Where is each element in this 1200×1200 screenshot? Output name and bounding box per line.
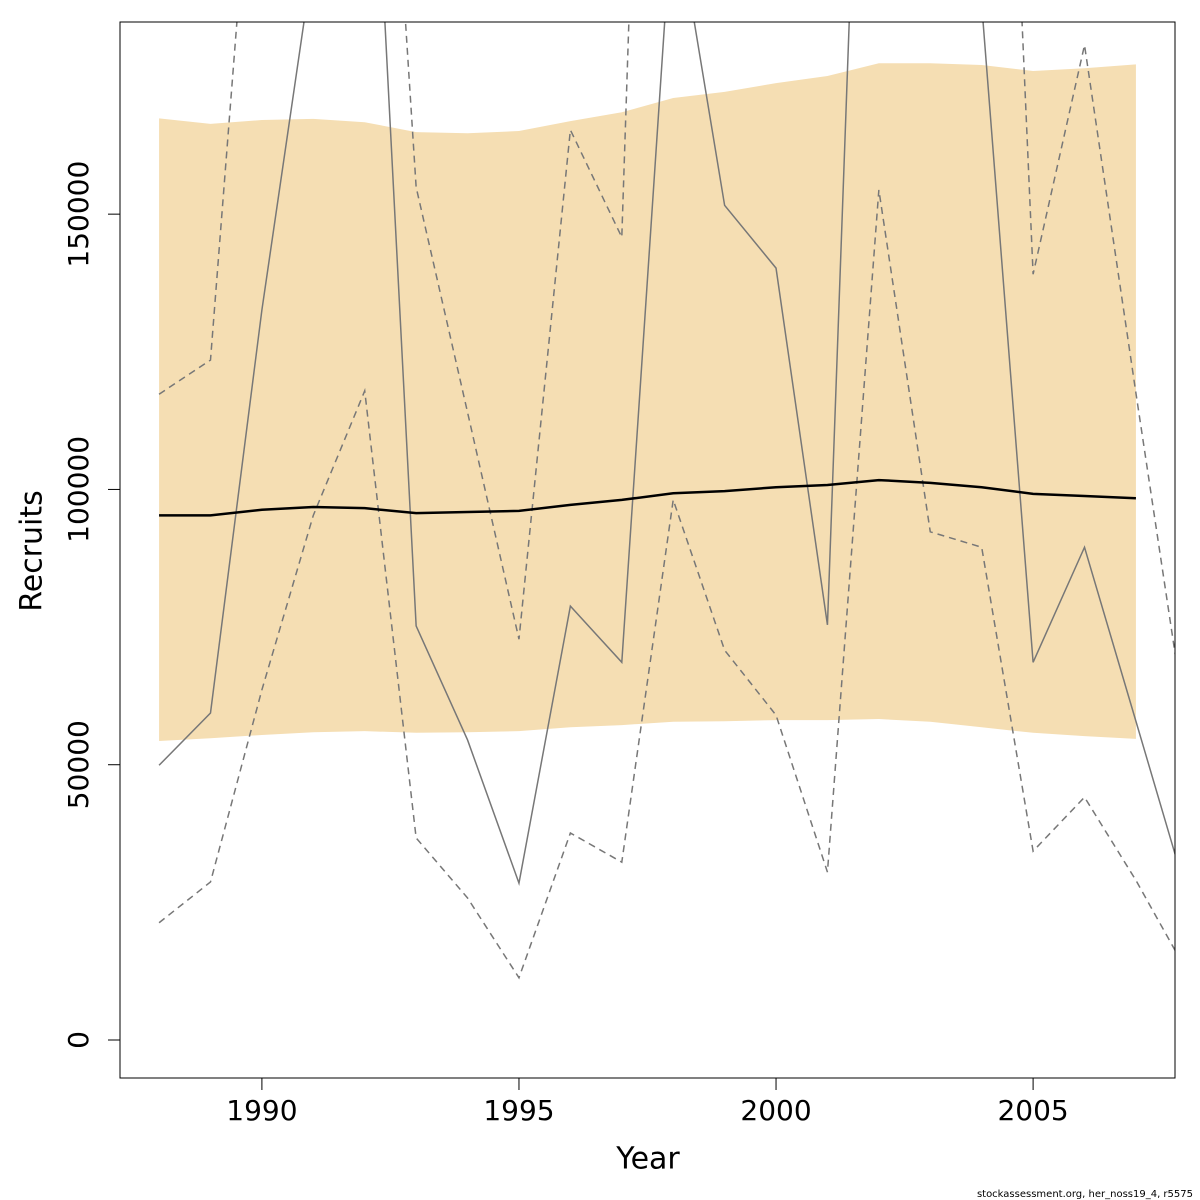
footnote: stockassessment.org, her_noss19_4, r5575	[977, 1189, 1193, 1200]
y-tick-label: 150000	[62, 161, 95, 268]
plot-frame	[119, 21, 1176, 1079]
confidence-band	[159, 63, 1136, 742]
y-tick-label: 0	[62, 1031, 95, 1049]
y-tick-label: 50000	[62, 720, 95, 809]
y-axis-label: Recruits	[15, 490, 50, 612]
x-tick-label: 2000	[740, 1094, 811, 1127]
y-tick-label: 100000	[62, 436, 95, 543]
x-axis-label: Year	[615, 1142, 680, 1177]
plot-area	[158, 22, 1175, 980]
series-line	[158, 22, 1175, 886]
x-tick-label: 2005	[997, 1094, 1068, 1127]
x-tick-label: 1995	[483, 1094, 554, 1127]
series-line	[159, 478, 1136, 517]
x-tick-label: 1990	[226, 1094, 297, 1127]
